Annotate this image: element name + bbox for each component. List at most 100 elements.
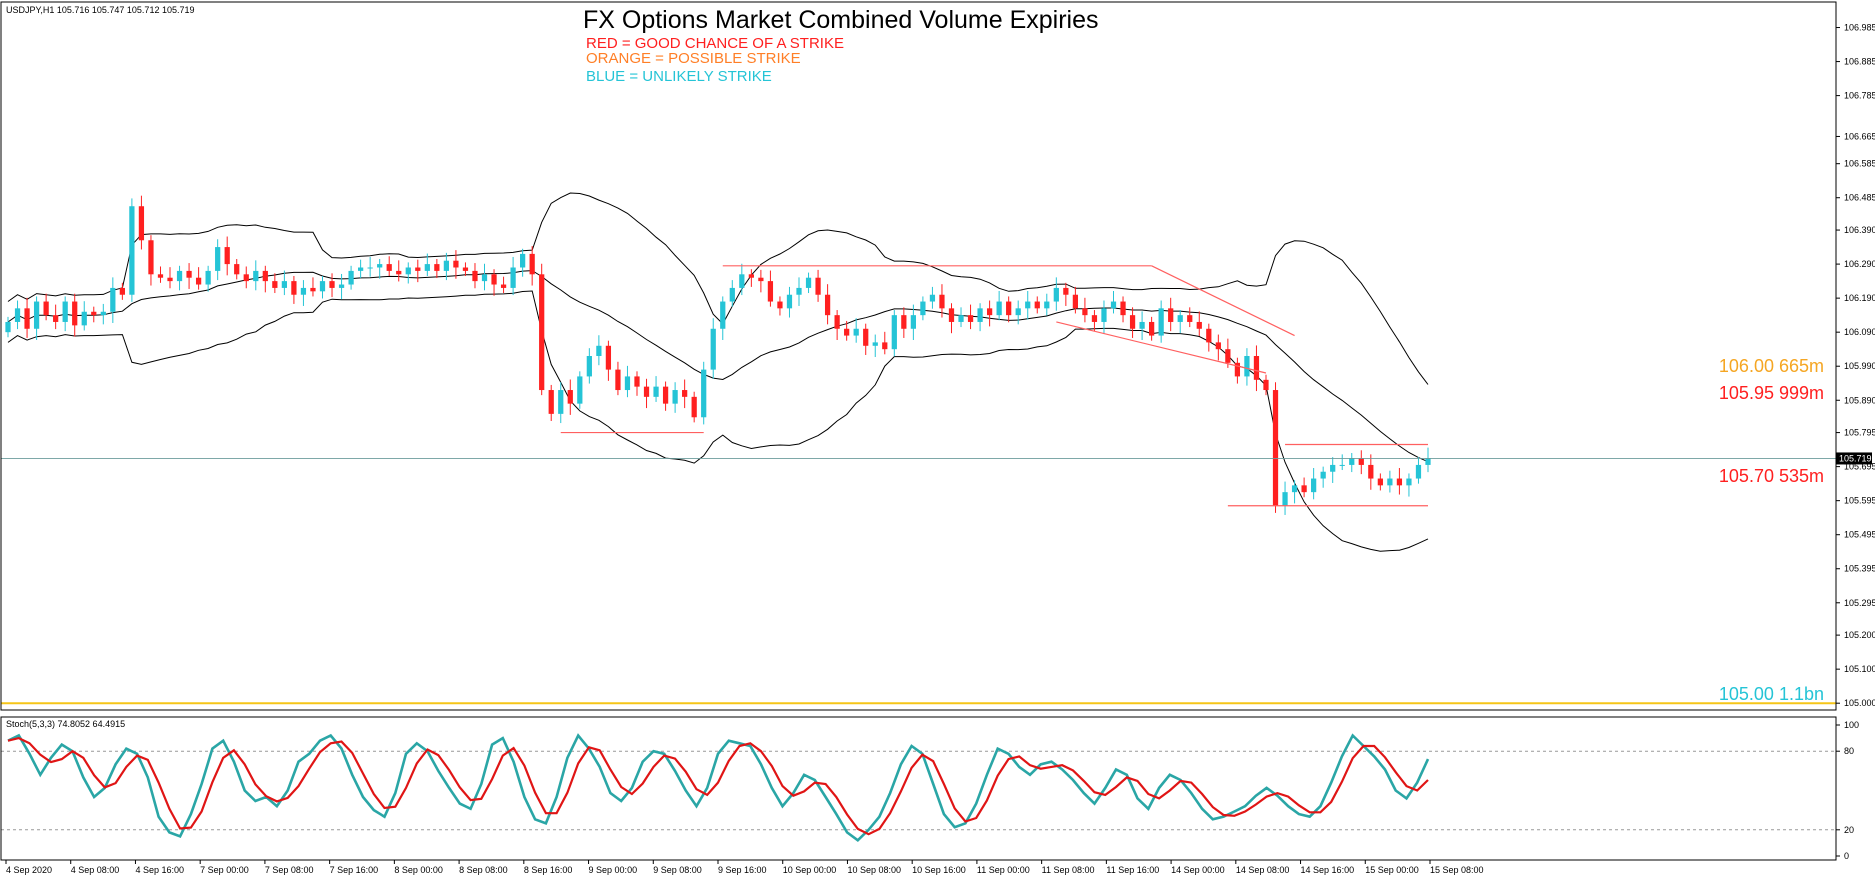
legend-blue: BLUE = UNLIKELY STRIKE <box>586 68 772 85</box>
price-tick-label: 105.200 <box>1844 630 1875 640</box>
x-tick-label: 9 Sep 00:00 <box>589 865 638 875</box>
price-tick-label: 105.595 <box>1844 496 1875 506</box>
price-tick-label: 105.395 <box>1844 564 1875 574</box>
candle-body <box>500 284 507 288</box>
candle-body <box>1149 321 1155 336</box>
stoch-tick-label: 20 <box>1844 825 1854 835</box>
candle-body <box>777 301 783 309</box>
stoch-tick-label: 0 <box>1844 851 1849 861</box>
price-tick-label: 105.695 <box>1844 462 1875 472</box>
x-tick-label: 15 Sep 00:00 <box>1365 865 1419 875</box>
candle-body <box>491 274 497 285</box>
candle-body <box>396 270 402 275</box>
candle-body <box>1349 458 1355 465</box>
candle-body <box>443 260 450 271</box>
candle-body <box>1330 464 1336 472</box>
candle-body <box>472 270 478 282</box>
candle-body <box>338 284 345 288</box>
price-tick-label: 105.795 <box>1844 428 1875 438</box>
candle-body <box>643 386 650 397</box>
candle-body <box>1063 287 1069 295</box>
candle-body <box>1320 471 1326 479</box>
candle-body <box>1196 321 1202 329</box>
current-price-box <box>1836 452 1872 465</box>
candle-body <box>586 356 592 377</box>
x-tick-label: 11 Sep 00:00 <box>977 865 1030 875</box>
candle-body <box>1377 478 1383 486</box>
candle-body <box>1177 315 1183 322</box>
price-tick-label: 106.665 <box>1844 131 1875 141</box>
candle-body <box>195 277 202 285</box>
x-tick-label: 4 Sep 16:00 <box>135 865 184 875</box>
bollinger-lower <box>7 290 1429 552</box>
price-tick-label: 105.295 <box>1844 598 1875 608</box>
channel-lower-line <box>1056 321 1267 374</box>
candle-body <box>548 390 554 414</box>
candle-body <box>319 281 326 292</box>
candle-body <box>1053 287 1059 302</box>
candle-body <box>710 328 716 370</box>
stoch-signal-line <box>7 736 1429 836</box>
candle-body <box>129 206 135 295</box>
candle-body <box>1215 342 1221 350</box>
candle-body <box>1091 315 1098 322</box>
candle-body <box>281 281 287 288</box>
stoch-label: Stoch(5,3,3) 74.8052 64.4915 <box>6 719 125 729</box>
x-tick-label: 11 Sep 08:00 <box>1042 865 1095 875</box>
candle-body <box>100 311 106 316</box>
candle-body <box>215 247 221 271</box>
x-tick-label: 10 Sep 16:00 <box>912 865 966 875</box>
candle-body <box>1311 478 1317 493</box>
candle-body <box>767 281 774 302</box>
bollinger-middle <box>7 270 1429 463</box>
candle-body <box>14 308 21 322</box>
candle-body <box>977 308 983 322</box>
symbol-info: USDJPY,H1 105.716 105.747 105.712 105.71… <box>6 5 195 15</box>
candle-body <box>33 301 40 329</box>
x-tick-label: 9 Sep 08:00 <box>653 865 702 875</box>
candle-body <box>415 267 421 271</box>
candle-body <box>853 328 859 336</box>
candle-body <box>1234 362 1241 377</box>
candle-body <box>377 264 383 268</box>
candle-body <box>1406 478 1412 486</box>
candle-body <box>110 287 116 312</box>
candle-body <box>148 240 154 275</box>
price-tick-label: 106.190 <box>1844 293 1875 303</box>
candle-body <box>329 281 335 288</box>
price-tick-label: 106.390 <box>1844 225 1875 235</box>
expiry-label-105-70: 105.70 535m <box>1719 466 1824 486</box>
candle-body <box>748 274 754 278</box>
candle-body <box>43 301 49 316</box>
candle-body <box>662 386 669 404</box>
candle-body <box>786 294 793 309</box>
price-tick-label: 106.090 <box>1844 327 1875 337</box>
current-price-label: 105.719 <box>1839 453 1872 463</box>
candle-body <box>996 301 1002 316</box>
expiry-label-106-00: 106.00 665m <box>1719 356 1824 376</box>
stoch-tick-label: 80 <box>1844 746 1854 756</box>
x-tick-label: 10 Sep 00:00 <box>783 865 837 875</box>
candle-body <box>1425 458 1431 465</box>
candle-body <box>5 321 11 333</box>
candle-body <box>844 328 850 336</box>
x-tick-label: 15 Sep 08:00 <box>1430 865 1484 875</box>
candle-body <box>863 328 869 346</box>
candle-body <box>1206 328 1212 343</box>
candle-body <box>1025 301 1031 309</box>
candle-body <box>1387 478 1393 486</box>
candle-body <box>1082 308 1088 316</box>
candle-body <box>1225 349 1231 363</box>
candle-body <box>739 274 745 288</box>
stoch-tick-label: 100 <box>1844 720 1859 730</box>
candle-body <box>424 264 430 271</box>
candle-body <box>434 264 440 271</box>
candle-body <box>1253 356 1260 380</box>
price-panel <box>1 192 1836 705</box>
candle-body <box>834 315 840 329</box>
candle-body <box>81 311 87 326</box>
price-tick-label: 106.485 <box>1844 193 1875 203</box>
candle-body <box>1101 308 1107 322</box>
candle-body <box>701 369 707 418</box>
